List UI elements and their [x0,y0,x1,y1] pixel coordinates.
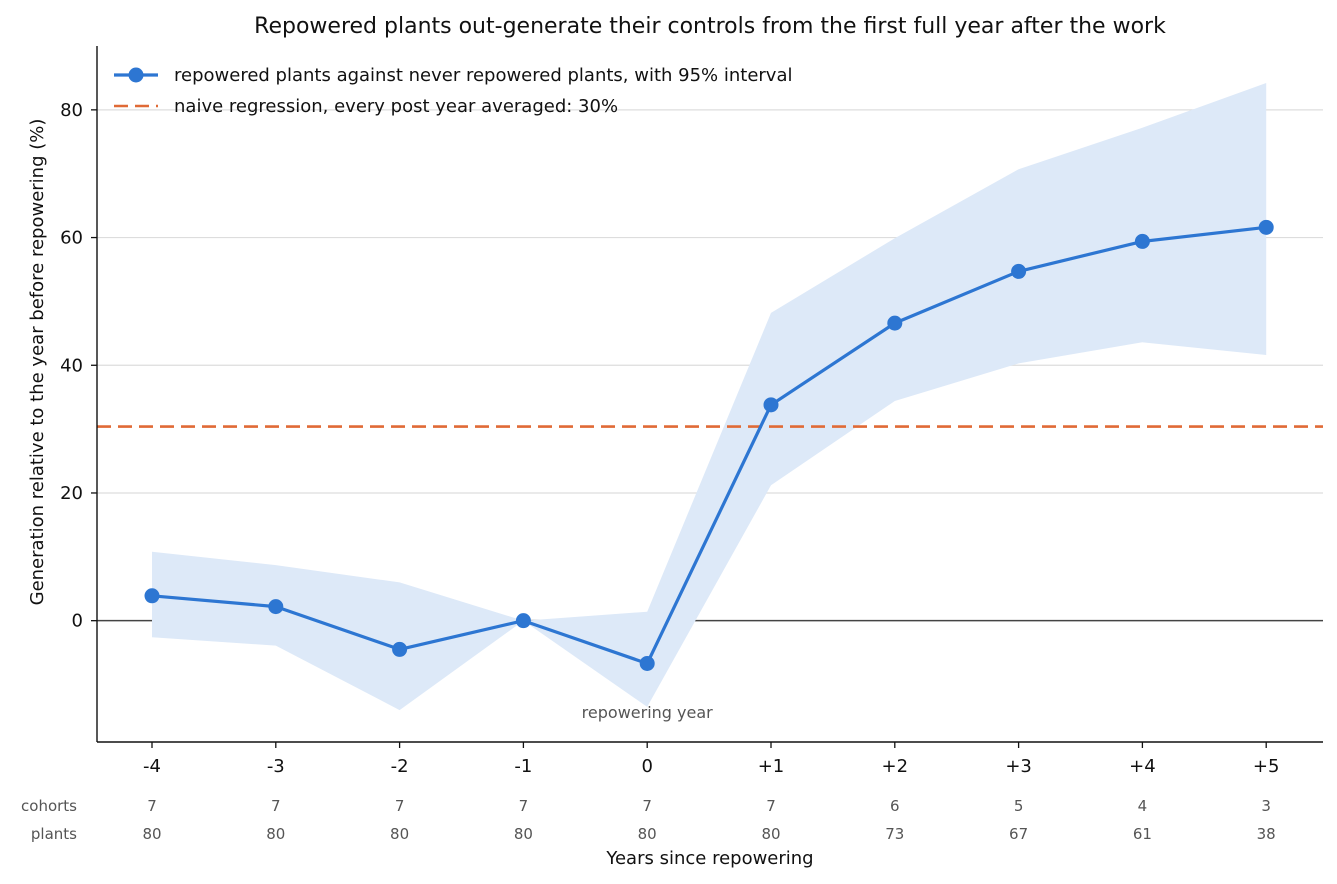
count-cohorts--3: 7 [271,797,281,815]
count-plants--4: 80 [142,825,161,843]
data-point-+4 [1134,233,1150,249]
count-plants--3: 80 [266,825,285,843]
x-tick-label-+4: +4 [1129,756,1156,777]
data-point--1 [515,613,531,629]
data-point--4 [144,588,160,604]
count-cohorts-+1: 7 [766,797,776,815]
x-tick-label--1: -1 [514,756,532,777]
data-point--3 [268,599,284,615]
legend-swatch-series-marker [128,67,144,83]
x-tick-label--2: -2 [391,756,409,777]
count-row-label-plants: plants [31,825,77,843]
x-tick-label-+3: +3 [1005,756,1032,777]
data-point-+3 [1011,263,1027,279]
x-tick-label-+5: +5 [1253,756,1280,777]
legend: repowered plants against never repowered… [114,65,793,117]
data-point-0 [639,655,655,671]
legend-label-reference: naive regression, every post year averag… [174,96,618,117]
tick-labels: 0 20 40 60 80 -4 -3 -2 -1 0 +1 +2 +3 +4 +5 [60,100,1279,777]
count-cohorts--4: 7 [147,797,157,815]
count-cohorts-+3: 5 [1014,797,1024,815]
x-tick-label--3: -3 [267,756,285,777]
count-plants-0: 80 [638,825,657,843]
count-cohorts-0: 7 [642,797,652,815]
count-plants--1: 80 [514,825,533,843]
count-plants-+4: 61 [1133,825,1152,843]
data-point-+1 [763,397,779,413]
count-cohorts-+2: 6 [890,797,900,815]
count-table: cohorts 7 7 7 7 7 7 6 5 4 3 plants 80 80 80 80 80 80 73 67 6… [21,797,1276,843]
x-tick-label-0: 0 [641,756,652,777]
confidence-band [152,83,1267,711]
count-cohorts-+4: 4 [1138,797,1148,815]
annotations: repowering year [582,703,713,722]
y-tick-label-40: 40 [60,355,83,376]
series-layer [144,219,1274,671]
count-plants-+3: 67 [1009,825,1028,843]
count-plants-+5: 38 [1257,825,1276,843]
x-tick-label--4: -4 [143,756,161,777]
data-point--2 [392,641,408,657]
data-point-+2 [887,315,903,331]
legend-label-series: repowered plants against never repowered… [174,65,793,86]
count-row-label-cohorts: cohorts [21,797,77,815]
count-plants-+2: 73 [885,825,904,843]
count-cohorts--1: 7 [519,797,529,815]
count-plants--2: 80 [390,825,409,843]
axes [91,46,1323,748]
y-tick-label-20: 20 [60,483,83,504]
y-tick-label-80: 80 [60,100,83,121]
count-cohorts-+5: 3 [1261,797,1271,815]
y-tick-label-0: 0 [72,611,83,632]
annotation-0: repowering year [582,703,713,722]
data-point-+5 [1258,219,1274,235]
confidence-band-area [152,83,1267,711]
chart-title: Repowered plants out-generate their cont… [254,14,1166,39]
x-tick-label-+2: +2 [882,756,909,777]
series-line [151,225,1267,666]
y-tick-label-60: 60 [60,228,83,249]
count-plants-+1: 80 [761,825,780,843]
x-axis-label: Years since repowering [605,848,813,869]
count-cohorts--2: 7 [395,797,405,815]
y-axis-label: Generation relative to the year before r… [27,119,48,606]
x-tick-label-+1: +1 [758,756,785,777]
